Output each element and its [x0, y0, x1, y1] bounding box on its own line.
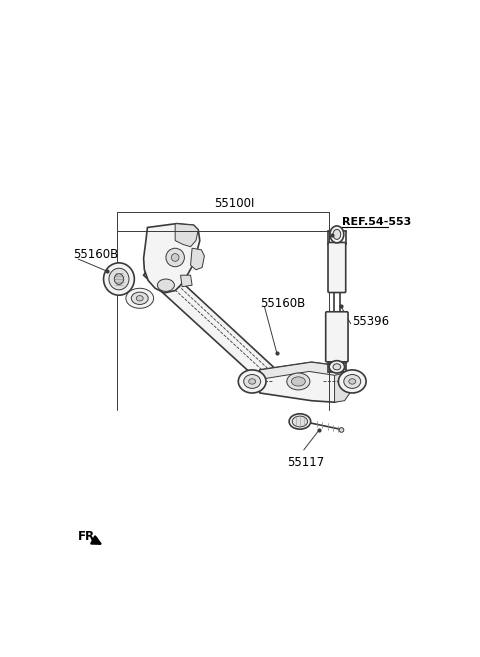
Ellipse shape — [344, 374, 361, 388]
Ellipse shape — [114, 274, 123, 284]
Polygon shape — [260, 362, 345, 379]
Ellipse shape — [109, 268, 129, 290]
Circle shape — [171, 254, 179, 261]
Ellipse shape — [249, 378, 256, 384]
Polygon shape — [144, 258, 280, 390]
Ellipse shape — [333, 229, 341, 239]
Ellipse shape — [238, 370, 266, 393]
Text: FR.: FR. — [78, 530, 100, 543]
FancyBboxPatch shape — [328, 242, 346, 292]
Polygon shape — [175, 223, 198, 246]
Ellipse shape — [244, 374, 261, 388]
Ellipse shape — [287, 373, 310, 390]
Ellipse shape — [338, 370, 366, 393]
Text: REF.54-553: REF.54-553 — [342, 217, 411, 227]
Polygon shape — [258, 362, 348, 402]
Ellipse shape — [126, 288, 154, 308]
Text: 55160B: 55160B — [73, 248, 118, 261]
Text: 55117: 55117 — [288, 456, 324, 469]
Polygon shape — [144, 223, 200, 293]
Ellipse shape — [131, 292, 148, 304]
Text: 55100I: 55100I — [214, 196, 254, 210]
Polygon shape — [180, 275, 192, 286]
Ellipse shape — [289, 414, 311, 429]
Ellipse shape — [291, 377, 305, 386]
Ellipse shape — [292, 416, 308, 427]
Ellipse shape — [329, 361, 345, 373]
Circle shape — [166, 248, 184, 267]
Ellipse shape — [333, 364, 341, 370]
Text: 55160B: 55160B — [260, 297, 305, 310]
Ellipse shape — [330, 226, 344, 243]
Ellipse shape — [104, 263, 134, 295]
Ellipse shape — [157, 279, 174, 291]
FancyBboxPatch shape — [326, 312, 348, 362]
Circle shape — [339, 428, 344, 432]
Text: 55396: 55396 — [352, 315, 389, 328]
Polygon shape — [335, 365, 350, 402]
Ellipse shape — [349, 378, 356, 384]
Polygon shape — [191, 248, 204, 270]
Ellipse shape — [136, 296, 143, 301]
